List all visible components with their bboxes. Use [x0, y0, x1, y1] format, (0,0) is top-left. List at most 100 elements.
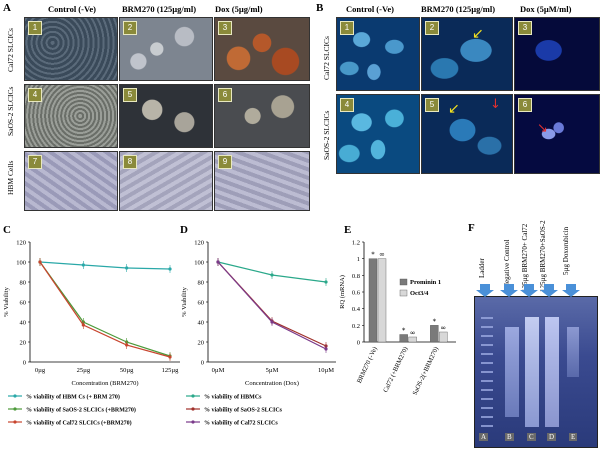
x-axis-label: Concentration (Dox) — [245, 380, 299, 387]
down-arrow-icon — [520, 284, 538, 297]
tile-number: 3 — [218, 21, 232, 35]
panel-a-label: A — [3, 2, 11, 14]
y-tick-label: 0 — [23, 360, 26, 367]
panel-f-label: F — [468, 222, 475, 234]
panel-b-row-header: SaOS-2 SLCICs — [322, 110, 331, 160]
legend-label: % viability of HBMCs — [204, 395, 262, 401]
micrograph-tile: 4 — [24, 84, 118, 148]
gel-lane — [525, 317, 539, 427]
y-tick-label: 120 — [16, 240, 26, 247]
significance-mark: * — [371, 251, 375, 259]
y-tick-label: 60 — [198, 300, 205, 307]
red-arrow-icon: ↓ — [490, 97, 501, 112]
legend-swatch — [399, 278, 408, 286]
y-tick-label: 80 — [198, 280, 205, 287]
x-tick-label: BRM270 (-Ve) — [356, 346, 379, 384]
series-line — [39, 261, 171, 270]
legend-label: Prominin 1 — [410, 279, 441, 286]
legend-marker — [13, 394, 17, 398]
tile-number: 2 — [425, 21, 439, 35]
legend-label: Oct3/4 — [410, 290, 429, 297]
down-arrow-icon — [540, 284, 558, 297]
legend-label: % viability of SaOS-2 SLCICs (+BRM270) — [26, 407, 136, 414]
y-tick-label: 0.4 — [352, 306, 361, 313]
panel-a-col-header: Dox (5µg/ml) — [215, 4, 263, 14]
fluorescence-tile: 6 ↘ — [514, 94, 600, 174]
fluorescence-tile: 1 — [336, 17, 420, 91]
rq-mrna-bar-chart: 00.20.40.60.811.2RQ (mRNA)* ∞BRM270 (-Ve)… — [339, 240, 456, 396]
gel-lane-label: Negative Control — [503, 239, 511, 288]
legend-label: % viability of HBM Cs (+ BRM 270) — [26, 394, 120, 401]
gel-lane-letter: D — [547, 433, 557, 441]
significance-mark: * — [433, 317, 437, 325]
panel-c-label: C — [3, 224, 11, 236]
y-tick-label: 80 — [20, 280, 27, 287]
viability-chart-dox: 0 20 40 60 80 100 120 0µM 5µM 10µM Concentration (… — [181, 240, 336, 427]
y-tick-label: 100 — [16, 260, 26, 267]
y-tick-label: 120 — [194, 240, 204, 247]
gel-lane — [567, 327, 579, 377]
significance-mark: ∞ — [440, 324, 446, 332]
x-tick-label: SaOS-2(+BRM270) — [412, 346, 440, 396]
x-tick-label: 0µg — [35, 367, 46, 374]
y-tick-label: 40 — [198, 320, 205, 327]
x-tick-label: 10µM — [318, 367, 334, 374]
tile-number: 6 — [218, 88, 232, 102]
micrograph-tile: 6 — [214, 84, 310, 148]
panel-b-col-header: Control (-Ve) — [346, 4, 394, 14]
data-point — [216, 260, 220, 264]
gel-image: A B C D E — [474, 296, 598, 448]
tile-number: 3 — [518, 21, 532, 35]
bar — [368, 258, 378, 343]
bar — [430, 325, 439, 343]
x-tick-label: Cal72 (+BRM270) — [382, 346, 409, 394]
down-arrow-icon — [562, 284, 580, 297]
tile-number: 9 — [218, 155, 232, 169]
significance-mark: ∞ — [410, 329, 416, 337]
tile-number: 1 — [340, 21, 354, 35]
gel-lane-letter: A — [479, 433, 489, 441]
y-tick-label: 0 — [201, 360, 204, 367]
data-point — [81, 263, 85, 267]
y-axis-label: RQ (mRNA) — [339, 275, 346, 309]
gel-lane-label: Ladder — [478, 258, 486, 278]
gel-lane — [505, 327, 519, 417]
data-point — [168, 267, 172, 271]
down-arrow-icon — [476, 284, 494, 297]
legend-marker — [13, 407, 17, 411]
legend-label: % viability of SaOS-2 SLCICs — [204, 408, 283, 414]
panel-a-col-header: BRM270 (125µg/ml) — [122, 4, 197, 14]
y-tick-label: 20 — [20, 340, 27, 347]
y-tick-label: 0 — [357, 340, 360, 347]
red-arrow-icon: ↘ — [537, 121, 548, 136]
tile-number: 4 — [28, 88, 42, 102]
down-arrow-icon — [500, 284, 518, 297]
fluorescence-tile: 2 ↙ — [421, 17, 513, 91]
fluorescence-tile: 4 — [336, 94, 420, 174]
x-tick-label: 25µg — [77, 367, 91, 374]
yellow-arrow-icon: ↙ — [448, 101, 460, 117]
data-point — [81, 323, 85, 327]
x-tick-label: 5µM — [266, 367, 279, 374]
data-point — [38, 260, 42, 264]
panel-b-col-header: Dox (5µM/ml) — [520, 4, 572, 14]
gel-lane-label: 125µg BRM270+SaOS-2 — [539, 220, 547, 292]
y-tick-label: 1.2 — [352, 240, 360, 247]
tile-number: 1 — [28, 21, 42, 35]
micrograph-tile: 7 — [24, 151, 118, 211]
data-point — [270, 320, 274, 324]
y-tick-label: 60 — [20, 300, 27, 307]
tile-number: 2 — [123, 21, 137, 35]
bar — [408, 336, 417, 343]
gel-lane-letter: C — [527, 433, 536, 441]
gel-arrows — [476, 284, 580, 297]
y-tick-label: 40 — [20, 320, 27, 327]
tile-number: 5 — [425, 98, 439, 112]
data-point — [270, 273, 274, 277]
data-point — [324, 280, 328, 284]
tile-number: 7 — [28, 155, 42, 169]
viability-chart-brm270: 0 20 40 60 80 100 120 0µg 25µg 50µg 125µg Concentra… — [3, 240, 180, 427]
legend-marker — [191, 394, 195, 398]
panel-a-row-header: HBM Cells — [6, 160, 15, 195]
panel-b-col-header: BRM270 (125µg/ml) — [421, 4, 496, 14]
